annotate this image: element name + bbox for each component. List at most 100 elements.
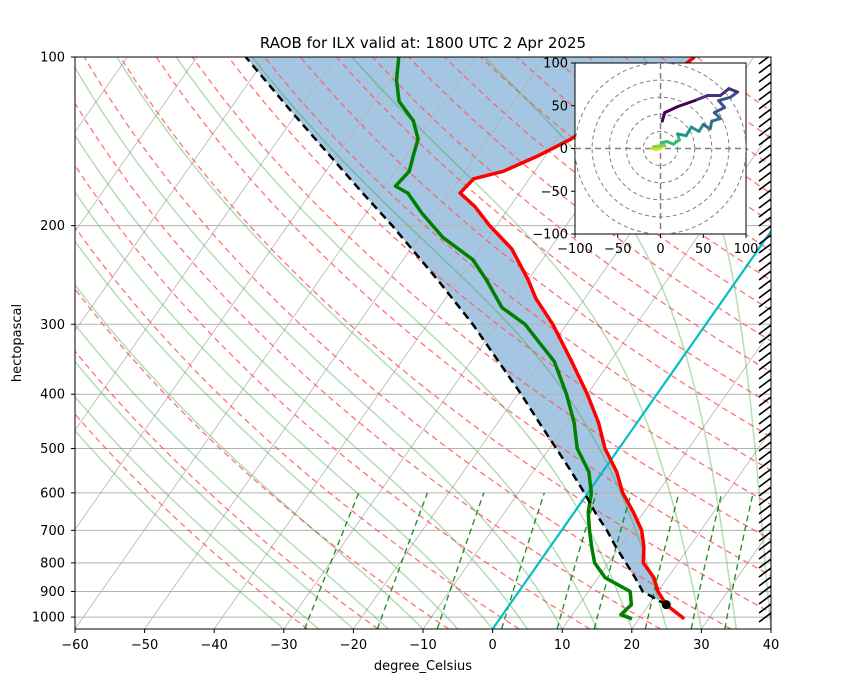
y-axis-ticks: 100 200 300 400 500 600 700 800 900 1000 <box>32 51 75 626</box>
y-tick-label: 500 <box>40 442 65 457</box>
barb-staff <box>758 116 771 128</box>
barb-staff <box>758 468 771 479</box>
hodograph-segment <box>660 111 667 123</box>
barb-staff <box>758 522 771 533</box>
isotherm-line <box>75 57 407 531</box>
barb-staff <box>758 441 771 452</box>
mixing-ratio-line <box>304 492 360 629</box>
dry-adiabat-line <box>75 102 661 629</box>
x-tick-label: 30 <box>693 638 710 653</box>
dry-adiabat-line <box>75 287 450 629</box>
barb-staff <box>758 171 771 182</box>
y-axis-label: hectopascal <box>10 304 25 382</box>
mixing-ratio-line <box>593 492 632 629</box>
barb-staff <box>758 504 771 515</box>
barb-staff <box>758 270 771 281</box>
x-tick-label: 0 <box>488 638 496 653</box>
isotherm-line <box>75 57 267 332</box>
barb-staff <box>758 216 771 227</box>
y-tick-label: 900 <box>40 585 65 600</box>
barb-staff <box>758 351 771 362</box>
moist-adiabat-line <box>75 65 563 629</box>
wind-barbs <box>758 57 771 623</box>
hodograph-x-tick-label: −50 <box>604 242 631 257</box>
x-tick-label: 10 <box>554 638 571 653</box>
y-tick-label: 1000 <box>32 611 65 626</box>
barb-staff <box>758 612 771 623</box>
hodograph-x-tick-label: 50 <box>695 242 712 257</box>
barb-staff <box>758 378 771 389</box>
barb-staff <box>758 324 771 335</box>
hodograph-content <box>575 63 746 234</box>
barb-staff <box>758 477 771 488</box>
isobar-grid <box>75 57 771 629</box>
y-tick-label: 600 <box>40 486 65 501</box>
barb-staff <box>758 306 771 317</box>
y-tick-label: 100 <box>40 51 65 66</box>
barb-staff <box>758 162 771 173</box>
barb-staff <box>758 513 771 524</box>
x-tick-label: −10 <box>409 638 436 653</box>
barb-staff <box>758 360 771 371</box>
parcel-profile-trace <box>244 57 667 606</box>
temperature-trace <box>458 57 696 621</box>
hodograph-x-tick-label: 100 <box>734 242 759 257</box>
barb-staff <box>758 594 771 605</box>
isotherm-line <box>770 628 771 629</box>
moist-adiabat-line <box>75 239 459 629</box>
barb-staff <box>758 315 771 326</box>
barb-staff <box>758 153 771 164</box>
barb-staff <box>758 252 771 263</box>
dry-adiabat-line <box>75 413 308 629</box>
hodograph-x-tick-label: −100 <box>557 242 593 257</box>
barb-staff <box>758 414 771 425</box>
cape-cin-shading <box>245 57 695 600</box>
barb-staff <box>758 125 771 137</box>
y-tick-label: 700 <box>40 524 65 539</box>
barb-staff <box>758 450 771 461</box>
hodograph-y-tick-label: 0 <box>560 142 568 157</box>
barb-staff <box>758 585 771 596</box>
plot-content <box>75 57 771 629</box>
moist-adiabat-line <box>75 429 285 629</box>
hodograph-segment <box>718 87 731 97</box>
moist-adiabat-line <box>351 57 703 629</box>
barb-staff <box>758 423 771 434</box>
barb-staff <box>758 189 771 200</box>
moist-adiabat-line <box>75 395 320 629</box>
hodograph-inset: −100 −50 0 50 100 100 50 0 −50 −100 <box>532 57 758 258</box>
thermo-background <box>75 57 771 629</box>
barb-staff <box>758 531 771 542</box>
moist-adiabat-line <box>175 57 633 629</box>
barb-staff <box>758 486 771 497</box>
barb-staff <box>758 225 771 236</box>
chart-title: RAOB for ILX valid at: 1800 UTC 2 Apr 20… <box>260 34 586 52</box>
moist-adiabat-line <box>75 190 494 629</box>
barb-staff <box>758 80 771 92</box>
y-tick-label: 200 <box>40 219 65 234</box>
moist-adiabat-line <box>75 360 354 629</box>
barb-staff <box>758 342 771 353</box>
barb-staff <box>758 62 771 74</box>
y-tick-label: 400 <box>40 388 65 403</box>
barb-staff <box>758 369 771 380</box>
dry-adiabat-line <box>75 226 520 629</box>
x-axis-ticks: −60 −50 −40 −30 −20 −10 0 10 20 30 40 <box>61 629 779 653</box>
dry-adiabat-line <box>83 57 732 629</box>
barb-staff <box>758 243 771 254</box>
barb-staff <box>758 135 771 146</box>
x-tick-label: 40 <box>763 638 780 653</box>
isotherm-line <box>75 57 198 232</box>
isotherm-line <box>561 330 771 629</box>
barb-staff <box>758 432 771 443</box>
barb-staff <box>758 405 771 416</box>
x-tick-label: −20 <box>340 638 367 653</box>
barb-staff <box>758 567 771 578</box>
x-axis-label: degree_Celsius <box>374 659 472 674</box>
hodograph-segment <box>663 105 680 115</box>
barb-staff <box>758 558 771 569</box>
x-tick-label: −60 <box>61 638 88 653</box>
barb-staff <box>758 279 771 290</box>
mixing-ratio-line <box>376 492 429 629</box>
